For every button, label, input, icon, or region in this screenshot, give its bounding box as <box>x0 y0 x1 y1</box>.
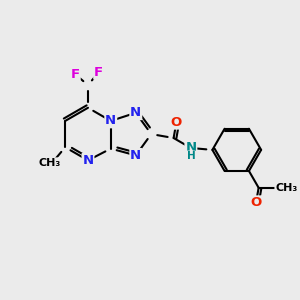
Text: CH₃: CH₃ <box>38 158 61 168</box>
Text: N: N <box>82 154 94 167</box>
Text: O: O <box>171 116 182 129</box>
Text: H: H <box>187 151 195 161</box>
Text: N: N <box>185 142 197 154</box>
Text: F: F <box>94 66 103 79</box>
Text: N: N <box>130 106 141 119</box>
Text: F: F <box>71 68 80 81</box>
Text: N: N <box>130 149 141 162</box>
Text: O: O <box>250 196 262 209</box>
Text: CH₃: CH₃ <box>275 183 298 193</box>
Text: N: N <box>105 114 116 128</box>
